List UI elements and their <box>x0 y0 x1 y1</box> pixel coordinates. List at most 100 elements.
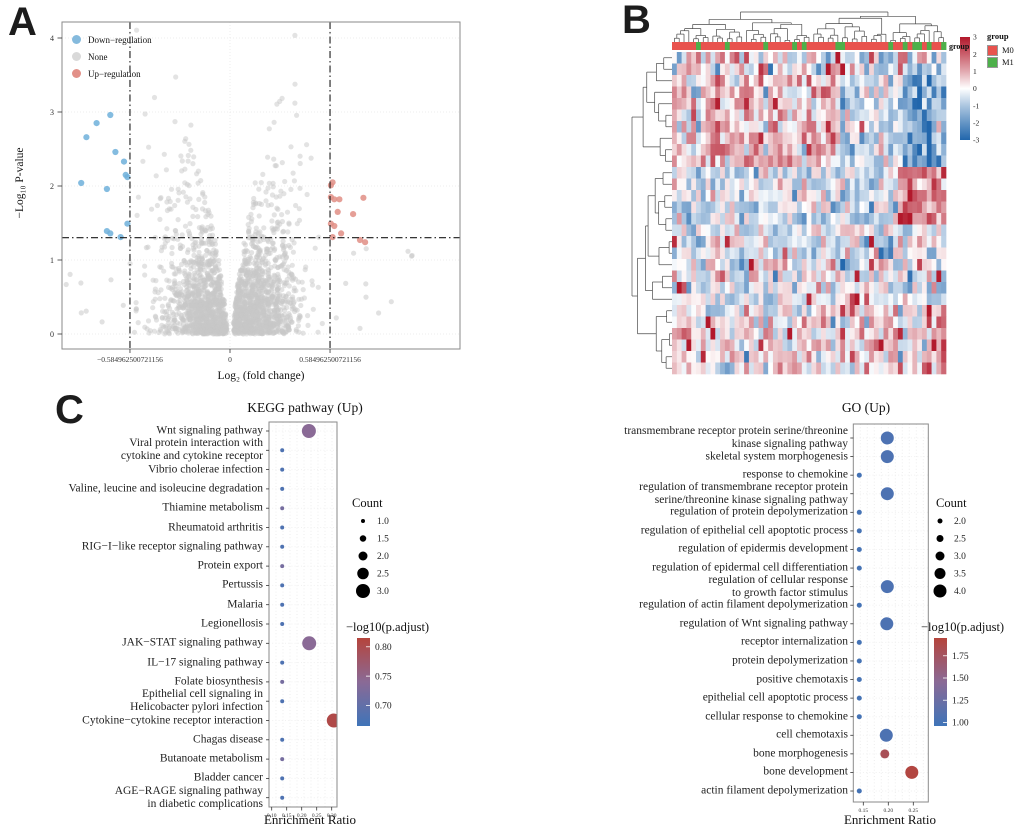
group-annotation-cell <box>921 42 928 50</box>
group-annotation-cell <box>869 42 875 50</box>
heatmap-cell <box>902 362 908 375</box>
heatmap-cell <box>830 236 836 248</box>
heatmap-cell <box>869 201 875 214</box>
heatmap-cell <box>796 132 803 145</box>
heatmap-cell <box>883 201 889 214</box>
heatmap-cell <box>888 236 894 248</box>
heatmap-cell <box>864 86 870 99</box>
up-regulation-swatch-icon <box>72 69 81 78</box>
heatmap-cell <box>696 293 702 306</box>
heatmap-cell <box>672 316 678 329</box>
heatmap-cell <box>897 144 904 156</box>
volcano-point-none <box>213 300 219 306</box>
volcano-point-none <box>191 247 197 253</box>
heatmap-cell <box>748 316 755 329</box>
heatmap-cell <box>705 293 711 306</box>
volcano-point-none <box>279 160 285 166</box>
heatmap-cell <box>941 144 947 156</box>
heatmap-cell <box>859 63 865 76</box>
kegg-term-label: Chagas disease <box>193 733 263 746</box>
heatmap-cell <box>710 224 716 237</box>
volcano-point-down <box>124 174 131 181</box>
volcano-point-none <box>273 163 279 169</box>
heatmap-cell <box>792 224 798 237</box>
heatmap-cell <box>917 144 923 156</box>
volcano-point-none <box>239 305 245 312</box>
heatmap-cell <box>724 75 731 87</box>
heatmap-cell <box>912 75 918 87</box>
heatmap-cell <box>691 75 697 87</box>
volcano-point-none <box>161 151 167 157</box>
heatmap-cell <box>917 351 923 363</box>
heatmap-cell <box>796 86 803 99</box>
heatmap-cell <box>821 339 827 352</box>
heatmap-cell <box>758 63 764 76</box>
heatmap-cell <box>782 282 788 294</box>
heatmap-cell <box>724 362 731 375</box>
heatmap-cell <box>715 63 721 76</box>
kegg-dot <box>280 699 285 704</box>
heatmap-cell <box>941 316 947 329</box>
heatmap-cell <box>772 144 779 156</box>
heatmap-cell <box>734 282 740 294</box>
heatmap-cell <box>705 63 711 76</box>
heatmap-cell <box>878 167 884 179</box>
heatmap-cell <box>705 109 711 122</box>
heatmap-cell <box>840 167 846 179</box>
volcano-point-none <box>298 302 304 309</box>
group-annotation-cell <box>672 42 678 50</box>
heatmap-cell <box>912 351 918 363</box>
volcano-point-none <box>247 278 253 284</box>
volcano-point-none <box>153 173 159 179</box>
heatmap-cell <box>931 190 937 202</box>
kegg-term-label: RIG−I−like receptor signaling pathway <box>81 540 263 553</box>
heatmap-cell <box>681 282 687 294</box>
heatmap-cell <box>782 351 788 363</box>
volcano-point-none <box>264 249 270 255</box>
heatmap-cell <box>672 109 678 122</box>
kegg-pvalue-tick-label: 0.75 <box>375 672 392 682</box>
heatmap-cell <box>912 305 918 317</box>
volcano-point-none <box>333 315 339 321</box>
heatmap-cell <box>873 224 880 237</box>
heatmap-cell <box>676 339 682 352</box>
volcano-point-none <box>250 311 256 318</box>
heatmap-cell <box>758 247 764 260</box>
heatmap-cell <box>854 351 860 363</box>
kegg-term-label: IL−17 signaling pathway <box>147 656 263 669</box>
heatmap-cell <box>676 282 682 294</box>
heatmap-cell <box>931 167 937 179</box>
heatmap-cell <box>926 121 932 133</box>
heatmap-cell <box>763 121 769 133</box>
heatmap-cell <box>777 293 783 306</box>
volcano-point-none <box>177 280 183 287</box>
heatmap-cell <box>801 52 807 64</box>
heatmap-cell <box>897 293 904 306</box>
heatmap-cell <box>878 328 884 340</box>
panel-b-letter: B <box>622 0 651 42</box>
heatmap-cell <box>893 351 899 363</box>
volcano-point-none <box>249 250 255 256</box>
heatmap-cell <box>830 155 836 168</box>
heatmap-cell <box>753 86 759 99</box>
volcano-point-none <box>159 303 165 309</box>
heatmap-cell <box>840 259 846 271</box>
heatmap-cell <box>936 63 942 76</box>
heatmap-cell <box>676 178 682 191</box>
heatmap-cell <box>734 213 740 225</box>
heatmap-cell <box>772 63 779 76</box>
volcano-point-none <box>243 258 249 264</box>
volcano-point-none <box>160 308 166 314</box>
heatmap-cell <box>801 247 807 260</box>
volcano-point-none <box>142 272 148 278</box>
heatmap-cell <box>917 75 923 87</box>
heatmap-cell <box>821 86 827 99</box>
heatmap-cell <box>686 351 692 363</box>
heatmap-cell <box>724 293 731 306</box>
heatmap-cell <box>734 328 740 340</box>
group-annotation-cell <box>710 42 716 50</box>
go-dot <box>856 602 862 608</box>
heatmap-cell <box>936 121 942 133</box>
heatmap-cell <box>739 201 745 214</box>
heatmap-cell <box>676 236 682 248</box>
